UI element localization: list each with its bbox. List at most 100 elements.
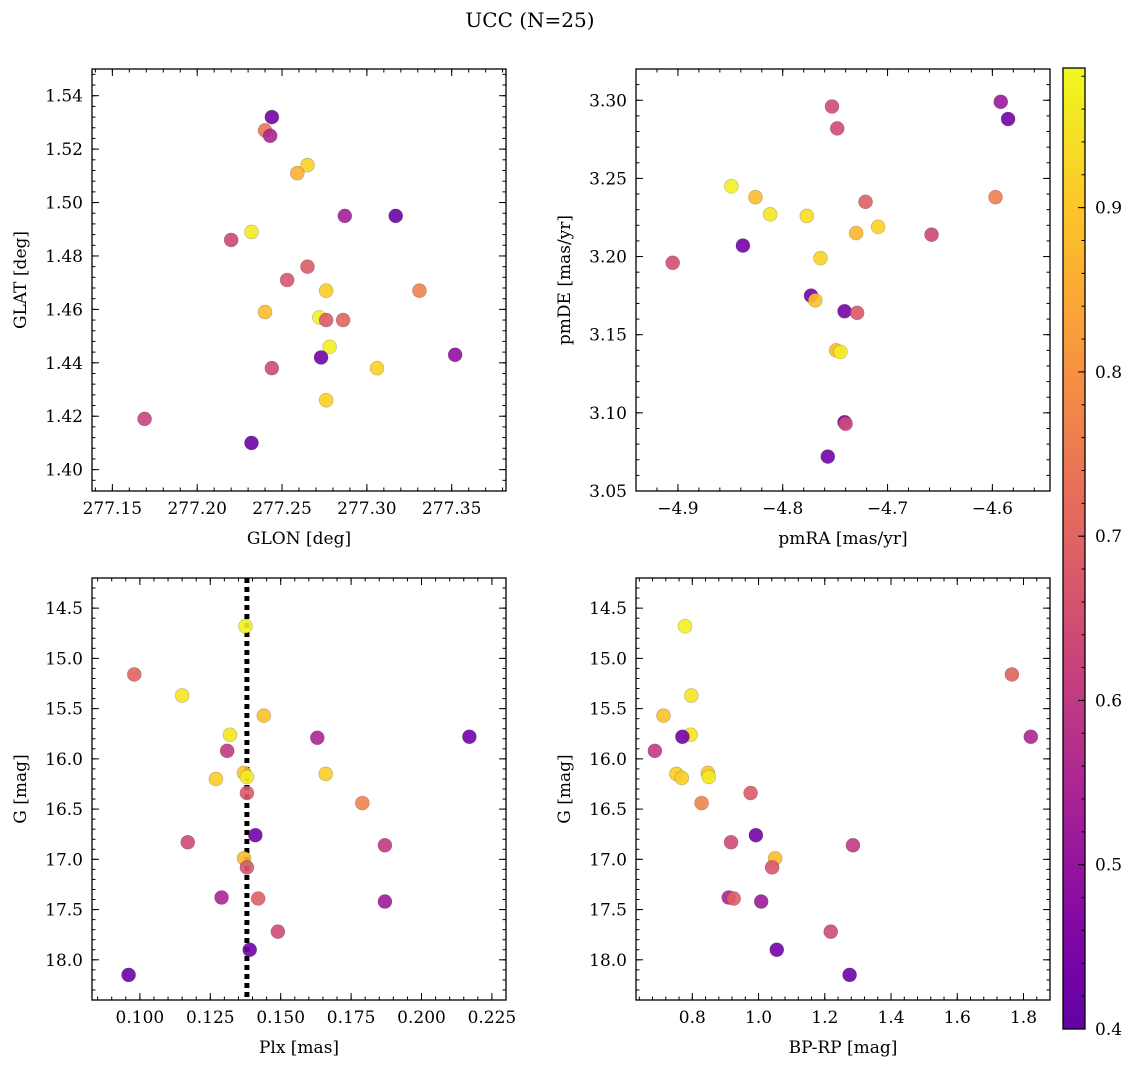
data-point bbox=[726, 891, 742, 906]
data-point bbox=[813, 250, 828, 266]
data-point bbox=[701, 769, 717, 785]
data-point bbox=[126, 667, 142, 682]
data-point bbox=[264, 360, 280, 376]
data-point bbox=[748, 189, 763, 205]
data-point bbox=[833, 344, 848, 360]
x-tick-label: −4.8 bbox=[762, 499, 803, 519]
y-tick-label: 3.20 bbox=[589, 248, 627, 268]
y-tick-label: 1.54 bbox=[45, 87, 83, 107]
x-tick-label: 277.30 bbox=[337, 499, 396, 519]
data-point bbox=[256, 708, 272, 723]
data-point bbox=[257, 304, 273, 320]
data-point bbox=[842, 967, 857, 983]
data-point bbox=[214, 890, 229, 905]
y-tick-label: 1.44 bbox=[45, 354, 83, 374]
figure-title: UCC (N=25) bbox=[465, 8, 594, 32]
data-point bbox=[174, 688, 190, 703]
data-point bbox=[322, 339, 337, 355]
data-point bbox=[769, 942, 785, 958]
data-point bbox=[447, 347, 463, 363]
data-point bbox=[337, 208, 353, 224]
data-point bbox=[244, 435, 259, 451]
y-tick-label: 1.52 bbox=[45, 140, 83, 160]
data-point bbox=[829, 121, 845, 136]
y-tick-label: 16.5 bbox=[589, 800, 627, 820]
y-axis-label: pmDE [mas/yr] bbox=[555, 215, 575, 345]
data-point bbox=[743, 785, 758, 801]
data-point bbox=[222, 727, 238, 743]
y-tick-label: 16.5 bbox=[45, 800, 83, 820]
data-point bbox=[799, 208, 815, 224]
y-tick-label: 3.05 bbox=[589, 482, 627, 502]
x-tick-label: 1.2 bbox=[811, 1008, 838, 1028]
y-axis-label: GLAT [deg] bbox=[11, 231, 31, 329]
y-tick-label: 1.42 bbox=[45, 407, 83, 427]
data-point bbox=[412, 283, 427, 298]
data-point bbox=[870, 219, 886, 235]
y-tick-label: 14.5 bbox=[45, 599, 83, 619]
data-point bbox=[724, 178, 739, 194]
data-point bbox=[208, 771, 224, 787]
data-point bbox=[121, 967, 136, 983]
data-point bbox=[377, 837, 393, 853]
y-tick-label: 16.0 bbox=[589, 750, 627, 770]
y-tick-label: 17.0 bbox=[589, 850, 627, 870]
data-point bbox=[355, 795, 370, 811]
data-point bbox=[244, 224, 259, 240]
x-tick-label: 0.8 bbox=[679, 1008, 706, 1028]
data-point bbox=[848, 225, 864, 241]
data-point bbox=[369, 360, 385, 376]
x-tick-label: −4.6 bbox=[972, 499, 1013, 519]
colorbar: 0.4 0.5 0.6 0.7 0.8 0.9 bbox=[1062, 67, 1122, 1040]
data-point bbox=[137, 411, 152, 427]
y-tick-label: 15.0 bbox=[45, 649, 83, 669]
data-point bbox=[1023, 729, 1039, 745]
y-tick-label: 16.0 bbox=[45, 750, 83, 770]
data-point bbox=[279, 272, 295, 288]
colorbar-tick-label: 0.5 bbox=[1095, 856, 1122, 876]
data-point bbox=[462, 729, 477, 745]
data-point bbox=[239, 769, 255, 785]
x-tick-label: 0.125 bbox=[186, 1008, 235, 1028]
colorbar-tick-label: 0.6 bbox=[1095, 691, 1122, 711]
y-tick-label: 1.40 bbox=[45, 461, 83, 481]
x-tick-label: 0.150 bbox=[256, 1008, 305, 1028]
data-point bbox=[820, 449, 836, 464]
data-point bbox=[838, 416, 853, 432]
data-point bbox=[313, 350, 329, 365]
colorbar-tick-label: 0.7 bbox=[1095, 527, 1122, 547]
data-point bbox=[219, 743, 235, 759]
data-point bbox=[1000, 111, 1016, 127]
x-tick-label: −4.9 bbox=[657, 499, 698, 519]
x-axis-label: BP-RP [mag] bbox=[789, 1038, 898, 1058]
data-point bbox=[262, 128, 278, 144]
colorbar-tick-label: 0.8 bbox=[1095, 363, 1122, 383]
data-point bbox=[684, 688, 699, 703]
x-tick-label: −4.7 bbox=[867, 499, 908, 519]
data-point bbox=[239, 785, 255, 801]
data-point bbox=[248, 827, 263, 843]
y-tick-label: 17.5 bbox=[45, 901, 83, 921]
data-point bbox=[377, 894, 393, 909]
x-tick-label: 0.200 bbox=[397, 1008, 446, 1028]
panel-pm: −4.9 −4.8 −4.7 −4.6 3.05 3.10 3.15 3.20 3.25 3.30… bbox=[555, 68, 1051, 549]
data-point bbox=[223, 232, 239, 248]
data-point bbox=[647, 743, 663, 759]
y-tick-label: 18.0 bbox=[45, 951, 83, 971]
data-point bbox=[180, 834, 196, 850]
panel-cmd: 0.8 1.0 1.2 1.4 1.6 1.8 14.5 15.0 15.5 16.0 16.5 17… bbox=[555, 577, 1051, 1058]
data-point bbox=[318, 283, 334, 298]
y-tick-label: 15.5 bbox=[45, 700, 83, 720]
axes-frame bbox=[91, 68, 507, 492]
colorbar-tick-label: 0.9 bbox=[1095, 199, 1122, 219]
x-axis-label: Plx [mas] bbox=[259, 1038, 339, 1058]
y-axis-label: G [mag] bbox=[11, 754, 31, 823]
axes-frame bbox=[635, 68, 1051, 492]
data-point bbox=[270, 924, 286, 939]
x-tick-label: 0.175 bbox=[327, 1008, 376, 1028]
data-point bbox=[694, 795, 709, 811]
data-point bbox=[318, 312, 334, 328]
y-tick-label: 1.48 bbox=[45, 247, 83, 267]
data-point bbox=[239, 860, 255, 875]
data-point bbox=[735, 238, 751, 253]
